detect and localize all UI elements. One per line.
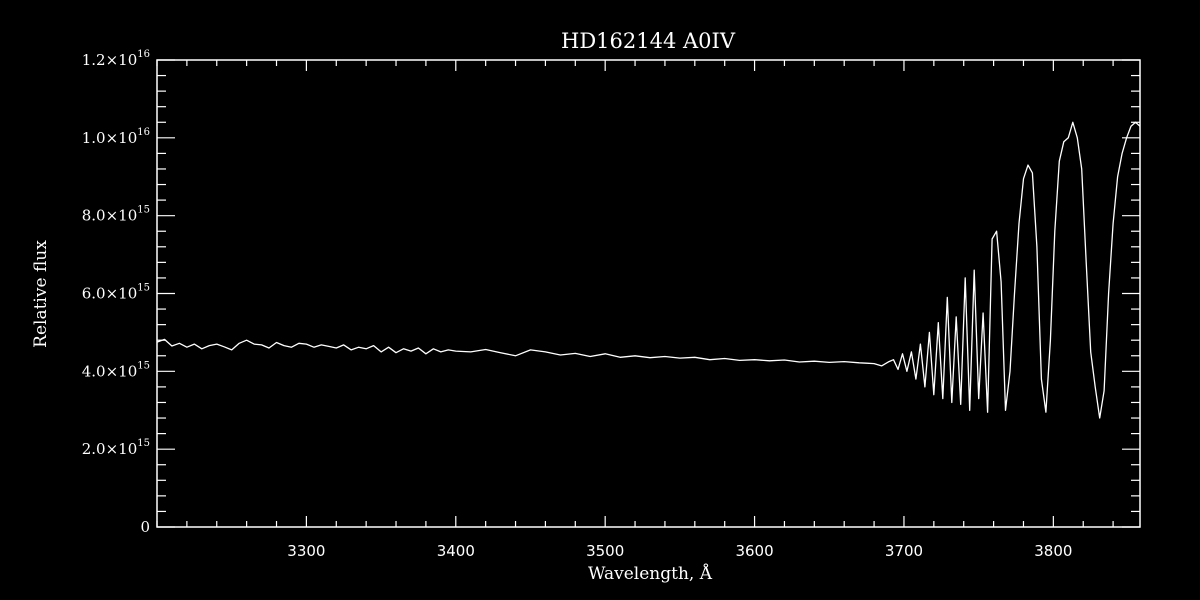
- plot-frame: [156, 59, 1141, 528]
- x-axis-label: Wavelength, Å: [588, 563, 713, 584]
- y-tick-label: 0: [140, 518, 150, 536]
- y-axis: 0 2.0×1015 4.0×1015 6.0×1015 8.0×1015 1.0×101…: [82, 49, 1140, 536]
- x-tick-label: 3400: [437, 542, 475, 560]
- y-axis-label: Relative flux: [31, 240, 51, 348]
- x-axis: 3300 3400 3500 3600 3700 3800: [156, 60, 1114, 560]
- spectrum-line: [156, 121, 1141, 419]
- x-tick-label: 3500: [586, 542, 624, 560]
- y-tick-label: 4.0×1015: [82, 360, 150, 380]
- y-tick-label: 8.0×1015: [82, 205, 150, 225]
- x-tick-label: 3300: [287, 542, 325, 560]
- y-tick-label: 2.0×1015: [82, 438, 150, 458]
- chart-title: HD162144 A0IV: [561, 29, 736, 53]
- y-tick-label: 1.2×1016: [82, 49, 150, 69]
- y-tick-label: 6.0×1015: [82, 283, 150, 303]
- x-tick-label: 3800: [1034, 542, 1072, 560]
- x-tick-label: 3700: [885, 542, 923, 560]
- x-tick-label: 3600: [735, 542, 773, 560]
- y-tick-label: 1.0×1016: [82, 127, 150, 147]
